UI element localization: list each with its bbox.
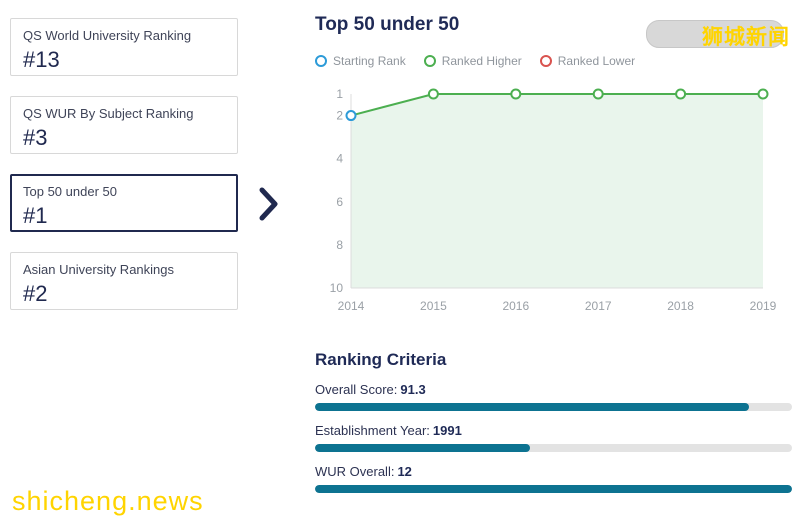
svg-text:2015: 2015 xyxy=(420,299,447,313)
criteria-row-overall-score: Overall Score: 91.3 xyxy=(315,382,792,411)
ranking-card-subject[interactable]: QS WUR By Subject Ranking #3 xyxy=(10,96,238,154)
svg-text:6: 6 xyxy=(336,195,343,209)
criteria-title: Ranking Criteria xyxy=(315,350,447,369)
criteria-label: WUR Overall: 12 xyxy=(315,464,792,479)
criteria-row-establishment-year: Establishment Year: 1991 xyxy=(315,423,792,452)
legend-item-starting-rank[interactable]: Starting Rank xyxy=(315,54,406,68)
criteria-bar-fill xyxy=(315,444,530,452)
legend-dot xyxy=(423,55,436,67)
legend-label: Ranked Higher xyxy=(441,54,522,68)
criteria-row-wur-overall: WUR Overall: 12 xyxy=(315,464,792,493)
ranking-card-rank: #13 xyxy=(23,47,60,72)
panel-title: Top 50 under 50 xyxy=(315,14,460,35)
criteria-bar xyxy=(315,403,792,411)
svg-text:4: 4 xyxy=(336,152,343,166)
watermark-top: 狮城新闻 xyxy=(702,26,790,49)
legend-dot xyxy=(539,55,552,67)
ranking-card-world-university[interactable]: QS World University Ranking #13 xyxy=(10,18,238,76)
legend-item-ranked-lower[interactable]: Ranked Lower xyxy=(539,54,636,68)
chart-legend: Starting Rank Ranked Higher Ranked Lower xyxy=(315,54,792,68)
criteria-bar xyxy=(315,485,792,493)
svg-text:2: 2 xyxy=(336,109,343,123)
ranking-sidebar: QS World University Ranking #13 QS WUR B… xyxy=(10,18,238,330)
ranking-card-asian-university[interactable]: Asian University Rankings #2 xyxy=(10,252,238,310)
ranking-card-top50-under50[interactable]: Top 50 under 50 #1 xyxy=(10,174,238,232)
chevron-right-icon xyxy=(259,187,278,221)
legend-item-ranked-higher[interactable]: Ranked Higher xyxy=(423,54,522,68)
criteria-value: 91.3 xyxy=(400,382,426,397)
criteria-label-text: Establishment Year: xyxy=(315,423,430,438)
ranking-card-label: QS World University Ranking xyxy=(23,28,192,43)
ranking-card-label: QS WUR By Subject Ranking xyxy=(23,106,194,121)
criteria-label-text: Overall Score: xyxy=(315,382,398,397)
ranking-detail-panel: Top 50 under 50 Starting Rank Ranked Hig… xyxy=(315,14,792,493)
ranking-card-label: Asian University Rankings xyxy=(23,262,175,277)
svg-text:8: 8 xyxy=(336,238,343,252)
rank-history-chart[interactable]: 1 2 4 6 8 10 2014 2015 2016 2017 2018 2019 xyxy=(315,82,792,322)
criteria-label: Establishment Year: 1991 xyxy=(315,423,792,438)
svg-text:2017: 2017 xyxy=(585,299,612,313)
criteria-label-text: WUR Overall: xyxy=(315,464,395,479)
criteria-bar-fill xyxy=(315,485,792,493)
ranking-card-rank: #2 xyxy=(23,281,48,306)
ranking-card-rank: #3 xyxy=(23,125,48,150)
legend-label: Ranked Lower xyxy=(557,54,636,68)
svg-text:2018: 2018 xyxy=(667,299,694,313)
svg-text:1: 1 xyxy=(336,87,343,101)
svg-text:2014: 2014 xyxy=(338,299,365,313)
ranking-card-label: Top 50 under 50 xyxy=(23,184,117,199)
legend-label: Starting Rank xyxy=(333,54,406,68)
legend-dot xyxy=(315,55,327,67)
svg-text:10: 10 xyxy=(330,281,344,295)
criteria-value: 1991 xyxy=(432,423,462,438)
watermark-bottom: shicheng.news xyxy=(12,486,204,516)
svg-text:2019: 2019 xyxy=(750,299,777,313)
criteria-bar xyxy=(315,444,792,452)
ranking-card-rank: #1 xyxy=(23,203,48,228)
svg-text:2016: 2016 xyxy=(502,299,529,313)
criteria-label: Overall Score: 91.3 xyxy=(315,382,792,397)
criteria-value: 12 xyxy=(397,464,412,479)
criteria-bar-fill xyxy=(315,403,750,411)
gray-pill-button[interactable] xyxy=(646,20,784,48)
